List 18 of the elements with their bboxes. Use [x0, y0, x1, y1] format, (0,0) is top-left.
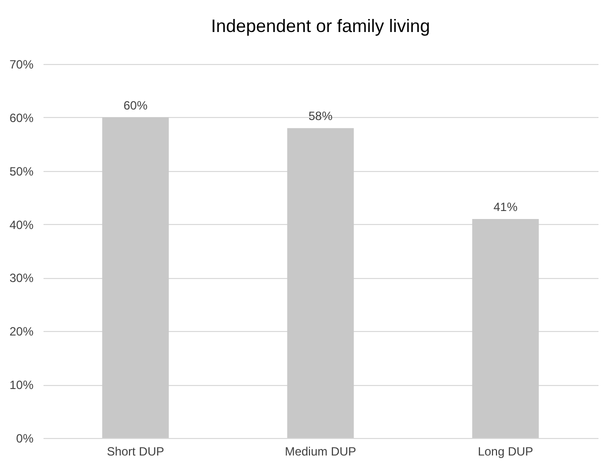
y-tick-label: 60% [9, 110, 34, 125]
y-tick-label: 30% [9, 271, 34, 286]
y-tick-label: 50% [9, 164, 34, 178]
bar [472, 218, 539, 438]
y-tick-label: 40% [9, 218, 34, 232]
y-tick-label: 20% [9, 324, 34, 339]
y-tick-label: 0% [16, 432, 34, 446]
y-tick-label: 10% [9, 378, 34, 392]
data-label: 60% [123, 98, 148, 112]
chart-title: Independent or family living [210, 16, 430, 36]
bar [287, 128, 354, 438]
bar [102, 117, 169, 438]
data-label: 41% [493, 200, 518, 214]
data-label: 58% [308, 109, 333, 124]
x-tick-label: Medium DUP [284, 444, 356, 458]
x-tick-label: Long DUP [478, 444, 534, 458]
x-tick-label: Short DUP [106, 444, 164, 458]
y-tick-label: 70% [9, 58, 34, 72]
